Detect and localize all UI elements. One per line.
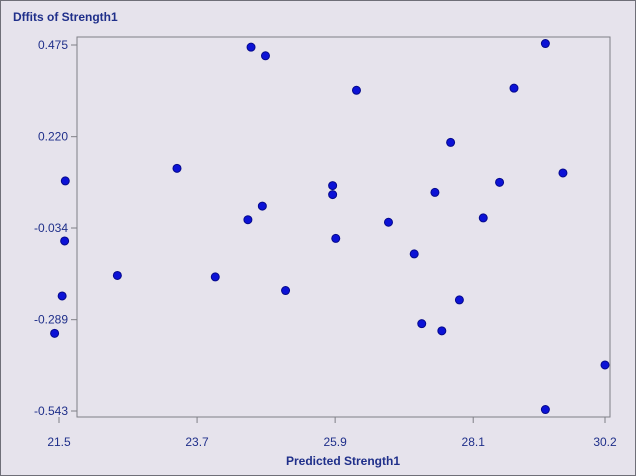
x-tick-label-3: 28.1: [462, 435, 486, 449]
data-point-6: [210, 272, 220, 282]
data-points: [50, 39, 610, 415]
data-point-14: [331, 233, 341, 243]
y-axis-ticks: [71, 44, 77, 412]
data-point-22: [454, 295, 464, 305]
data-point-23: [478, 213, 488, 223]
data-point-16: [383, 217, 393, 227]
data-point-4: [112, 270, 122, 280]
data-point-26: [540, 39, 550, 49]
x-axis-label: Predicted Strength1: [286, 454, 400, 468]
data-point-12: [328, 181, 338, 191]
data-point-13: [328, 190, 338, 200]
y-axis-tick-labels: 0.475 0.220 -0.034 -0.289 -0.543: [34, 38, 68, 418]
plot-area: [76, 36, 611, 418]
data-point-1: [57, 291, 67, 301]
data-point-19: [430, 187, 440, 197]
chart-title: Dffits of Strength1: [13, 10, 118, 24]
data-point-25: [509, 83, 519, 93]
y-tick-label-4: -0.543: [34, 404, 68, 418]
data-point-2: [60, 176, 70, 186]
x-tick-label-2: 25.9: [323, 435, 347, 449]
y-tick-label-1: 0.220: [38, 130, 68, 144]
y-tick-label-2: -0.034: [34, 221, 68, 235]
x-tick-label-4: 30.2: [593, 435, 617, 449]
x-tick-label-0: 21.5: [47, 435, 71, 449]
data-point-10: [260, 51, 270, 61]
data-point-24: [495, 177, 505, 187]
data-point-20: [437, 326, 447, 336]
data-point-3: [60, 236, 70, 246]
data-point-7: [243, 215, 253, 225]
data-point-11: [281, 286, 291, 296]
data-point-8: [246, 42, 256, 52]
data-point-18: [417, 319, 427, 329]
data-point-5: [172, 163, 182, 173]
data-point-0: [50, 328, 60, 338]
data-point-28: [558, 168, 568, 178]
y-tick-label-0: 0.475: [38, 38, 68, 52]
x-axis-tick-labels: 21.5 23.7 25.9 28.1 30.2: [47, 435, 617, 449]
data-point-29: [600, 360, 610, 370]
x-axis-ticks: [58, 417, 606, 423]
data-point-9: [257, 201, 267, 211]
data-point-15: [351, 85, 361, 95]
data-point-21: [446, 137, 456, 147]
data-point-27: [540, 405, 550, 415]
y-tick-label-3: -0.289: [34, 313, 68, 327]
x-tick-label-1: 23.7: [185, 435, 209, 449]
data-point-17: [409, 249, 419, 259]
